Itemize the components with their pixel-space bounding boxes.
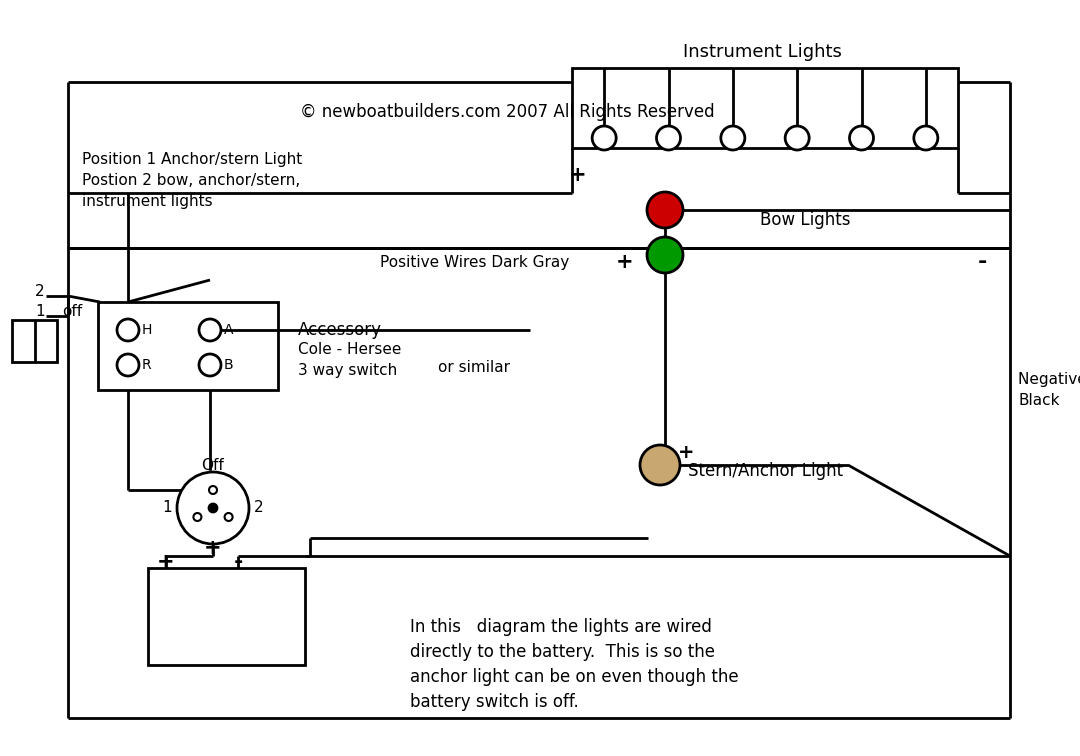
Circle shape [210,486,217,494]
Circle shape [592,126,617,150]
Circle shape [914,126,937,150]
Text: 1: 1 [36,305,44,320]
Text: 2: 2 [254,500,264,516]
Circle shape [210,504,217,512]
Text: Positive Wires Dark Gray: Positive Wires Dark Gray [380,255,569,269]
Circle shape [785,126,809,150]
Circle shape [647,237,683,273]
Text: Stern/Anchor Light: Stern/Anchor Light [688,462,843,480]
Circle shape [640,445,680,485]
Text: -: - [977,252,987,272]
Text: Instrument Lights: Instrument Lights [683,43,841,61]
Text: In this   diagram the lights are wired
directly to the battery.  This is so the
: In this diagram the lights are wired dir… [410,618,739,711]
Circle shape [647,192,683,228]
Text: © newboatbuilders.com 2007 All Rights Reserved: © newboatbuilders.com 2007 All Rights Re… [300,103,715,121]
Circle shape [193,513,201,521]
Text: +: + [617,252,634,272]
Text: Bow Lights: Bow Lights [760,211,851,229]
Circle shape [657,126,680,150]
Circle shape [117,354,139,376]
Circle shape [720,126,745,150]
Text: A: A [224,323,233,337]
Text: Accessory: Accessory [298,321,382,339]
Text: off: off [62,305,82,320]
Bar [572,68,958,148]
Circle shape [199,354,221,376]
Text: +: + [204,538,221,558]
Text: +: + [569,165,586,185]
Text: B: B [224,358,233,372]
Text: Position 1 Anchor/stern Light
Postion 2 bow, anchor/stern,
instrument lights: Position 1 Anchor/stern Light Postion 2 … [82,152,302,209]
Circle shape [199,319,221,341]
Bar [12,320,57,362]
Text: -: - [233,552,243,572]
Circle shape [225,513,232,521]
Text: +: + [678,444,694,463]
Text: +: + [158,552,175,572]
Text: Off: Off [202,458,225,473]
Text: or similar: or similar [438,361,510,376]
Text: R: R [141,358,151,372]
Text: Cole - Hersee
3 way switch: Cole - Hersee 3 way switch [298,342,402,378]
Circle shape [117,319,139,341]
Text: H: H [141,323,152,337]
Text: Negative wire
Black: Negative wire Black [1018,372,1080,408]
Circle shape [177,472,249,544]
Text: 1: 1 [162,500,172,516]
Bar [148,568,305,665]
Bar [98,302,278,390]
Circle shape [850,126,874,150]
Text: 2: 2 [36,284,44,299]
